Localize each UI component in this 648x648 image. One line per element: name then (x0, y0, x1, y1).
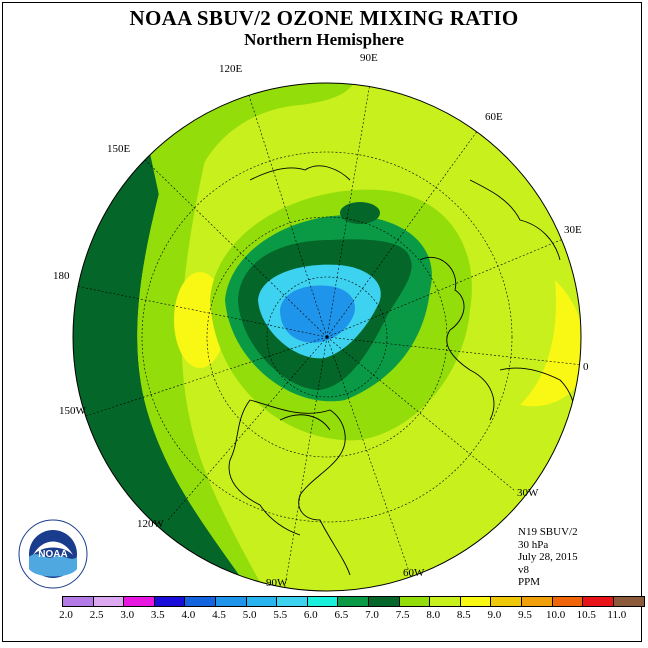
colorbar-tick-label: 2.0 (59, 609, 73, 621)
colorbar-swatch (124, 597, 155, 606)
colorbar-tick-label: 10.0 (545, 609, 566, 621)
info-satellite: N19 SBUV/2 (518, 526, 578, 538)
figure-frame (2, 2, 642, 642)
colorbar-swatch (338, 597, 369, 606)
colorbar-swatch (277, 597, 308, 606)
colorbar-swatch (583, 597, 614, 606)
coastlines (228, 165, 576, 576)
colorbar-swatch (368, 597, 400, 606)
graticule (73, 83, 581, 591)
colorbar-tick-label: 9.0 (487, 609, 502, 621)
colorbar-swatch (154, 597, 186, 606)
info-pressure: 30 hPa (518, 538, 549, 551)
colorbar-swatch (430, 597, 461, 606)
lon-label-120w: 120W (137, 518, 165, 530)
colorbar-tick-label: 8.0 (426, 609, 441, 621)
map-boundary (72, 82, 582, 592)
colorbar-tick-label: 3.0 (120, 609, 135, 621)
lon-label-180: 180 (53, 270, 70, 282)
colorbar-tick-label: 11.0 (607, 609, 627, 621)
yellow-patch-east (520, 280, 581, 407)
colorbar-swatch (521, 597, 553, 606)
logo-noaa-text: NOAA (38, 549, 67, 560)
blue-core (280, 285, 355, 343)
info-date: July 28, 2015 (518, 551, 578, 563)
colorbar-swatch (63, 597, 94, 606)
colorbar-swatch (399, 597, 431, 606)
lon-label-30e: 30E (564, 224, 582, 236)
lon-label-150e: 150E (107, 143, 131, 155)
lon-label-60e: 60E (485, 111, 503, 123)
colorbar-ticks: 2.0 2.5 3.0 3.5 4.0 4.5 5.0 5.5 6.0 6.5 7.0 7.5 8.0 8… (0, 609, 648, 623)
info-unit: PPM (518, 576, 541, 588)
colorbar-swatch (613, 597, 645, 606)
colorbar-tick-label: 3.5 (150, 609, 165, 621)
colorbar-tick-label: 10.5 (576, 609, 596, 621)
ozone-field (73, 83, 581, 591)
colorbar-swatch (246, 597, 278, 606)
lime-band-left (137, 150, 270, 591)
lon-label-150w: 150W (59, 405, 87, 417)
colorbar-tick-label: 7.5 (395, 609, 410, 621)
map-title: NOAA SBUV/2 OZONE MIXING RATIO (129, 6, 519, 30)
colorbar-tick-label: 4.5 (212, 609, 226, 621)
colorbar-tick-label: 5.0 (242, 609, 257, 621)
info-block: N19 SBUV/2 30 hPa July 28, 2015 v8 PPM (518, 526, 578, 589)
dark-green-spot (340, 202, 380, 224)
colorbar-tick-label: 5.5 (273, 609, 288, 621)
colorbar-tick-label: 7.0 (365, 609, 379, 621)
colorbar-swatch (185, 597, 216, 606)
lon-label-90e: 90E (360, 52, 378, 64)
colorbar-tick-label: 6.0 (303, 609, 318, 621)
colorbar-swatch (552, 597, 584, 606)
lon-label-60w: 60W (403, 567, 425, 579)
lon-label-0: 0 (583, 361, 589, 373)
colorbar-tick-label: 4.0 (181, 609, 196, 621)
colorbar-swatch (460, 597, 492, 606)
map-subtitle: Northern Hemisphere (244, 30, 404, 49)
lon-label-90w: 90W (266, 577, 288, 589)
lon-label-120e: 120E (219, 63, 243, 75)
colorbar-tick-label: 9.5 (518, 609, 532, 621)
lon-label-30w: 30W (517, 487, 539, 499)
colorbar-swatch (93, 597, 125, 606)
noaa-logo: NOAA (18, 519, 88, 589)
colorbar (62, 596, 646, 607)
info-version: v8 (518, 563, 529, 576)
colorbar-tick-label: 6.5 (334, 609, 349, 621)
colorbar-swatch (215, 597, 247, 606)
colorbar-tick-label: 8.5 (456, 609, 471, 621)
colorbar-tick-label: 2.5 (89, 609, 104, 621)
colorbar-swatch (307, 597, 339, 606)
colorbar-swatch (491, 597, 522, 606)
